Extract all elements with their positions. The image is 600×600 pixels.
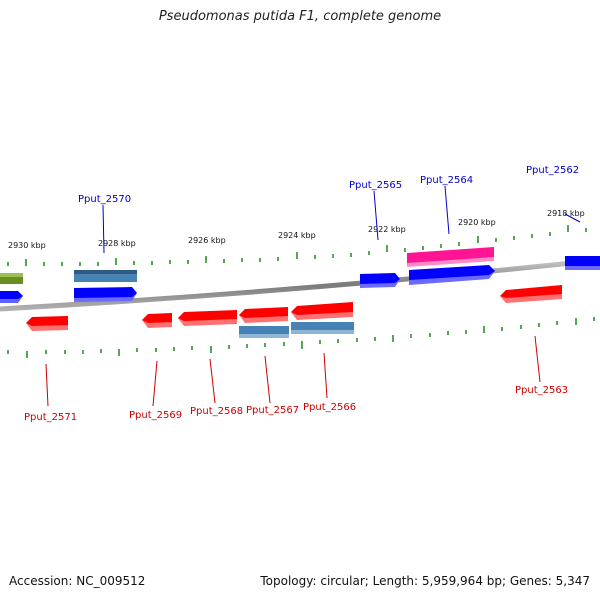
gene-label[interactable]: Pput_2571 — [24, 412, 77, 423]
gene-feature — [407, 247, 494, 267]
leader-line — [373, 190, 379, 241]
inner-tick-row — [7, 317, 595, 358]
gene-feature — [239, 307, 288, 323]
leader-line — [152, 360, 158, 407]
kbp-label: 2922 kbp — [368, 225, 406, 234]
gene-feature — [360, 273, 400, 288]
kbp-label: 2924 kbp — [278, 231, 316, 240]
gene-feature — [142, 313, 172, 328]
leader-line — [45, 363, 49, 407]
gene-feature — [500, 285, 562, 303]
kbp-label: 2926 kbp — [188, 236, 226, 245]
leader-line — [209, 358, 216, 404]
gene-label[interactable]: Pput_2566 — [303, 402, 356, 413]
gene-label[interactable]: Pput_2568 — [190, 406, 243, 417]
kbp-label: 2930 kbp — [8, 241, 46, 250]
leader-line — [264, 355, 271, 404]
gene-feature — [74, 287, 137, 302]
kbp-label: 2918 kbp — [547, 209, 585, 218]
kbp-label: 2928 kbp — [98, 239, 136, 248]
accession-label: Accession: NC_009512 — [9, 574, 146, 588]
gene-feature — [26, 316, 68, 331]
leader-line — [534, 335, 541, 383]
gene-feature — [0, 273, 23, 284]
gene-label[interactable]: Pput_2562 — [526, 165, 579, 176]
gene-label[interactable]: Pput_2563 — [515, 385, 568, 396]
gene-feature — [0, 291, 23, 303]
gene-feature — [565, 256, 600, 270]
gene-label[interactable]: Pput_2564 — [420, 175, 473, 186]
leader-line — [444, 185, 450, 235]
outer-tick-row — [7, 225, 587, 266]
gene-feature — [409, 265, 495, 285]
gene-label[interactable]: Pput_2567 — [246, 405, 299, 416]
page-title: Pseudomonas putida F1, complete genome — [158, 9, 442, 24]
leader-line — [323, 352, 328, 399]
gene-feature — [178, 310, 237, 326]
leader-line — [102, 204, 105, 254]
gene-feature — [239, 326, 289, 338]
gene-feature — [291, 322, 354, 334]
kbp-label: 2920 kbp — [458, 218, 496, 227]
gene-label[interactable]: Pput_2570 — [78, 194, 131, 205]
gene-label[interactable]: Pput_2569 — [129, 410, 182, 421]
leader-line — [564, 213, 581, 223]
genome-stats: Topology: circular; Length: 5,959,964 bp… — [260, 574, 590, 588]
genome-backbone — [0, 257, 600, 312]
gene-label[interactable]: Pput_2565 — [349, 180, 402, 191]
gene-feature — [291, 302, 353, 320]
gene-feature — [74, 270, 137, 282]
